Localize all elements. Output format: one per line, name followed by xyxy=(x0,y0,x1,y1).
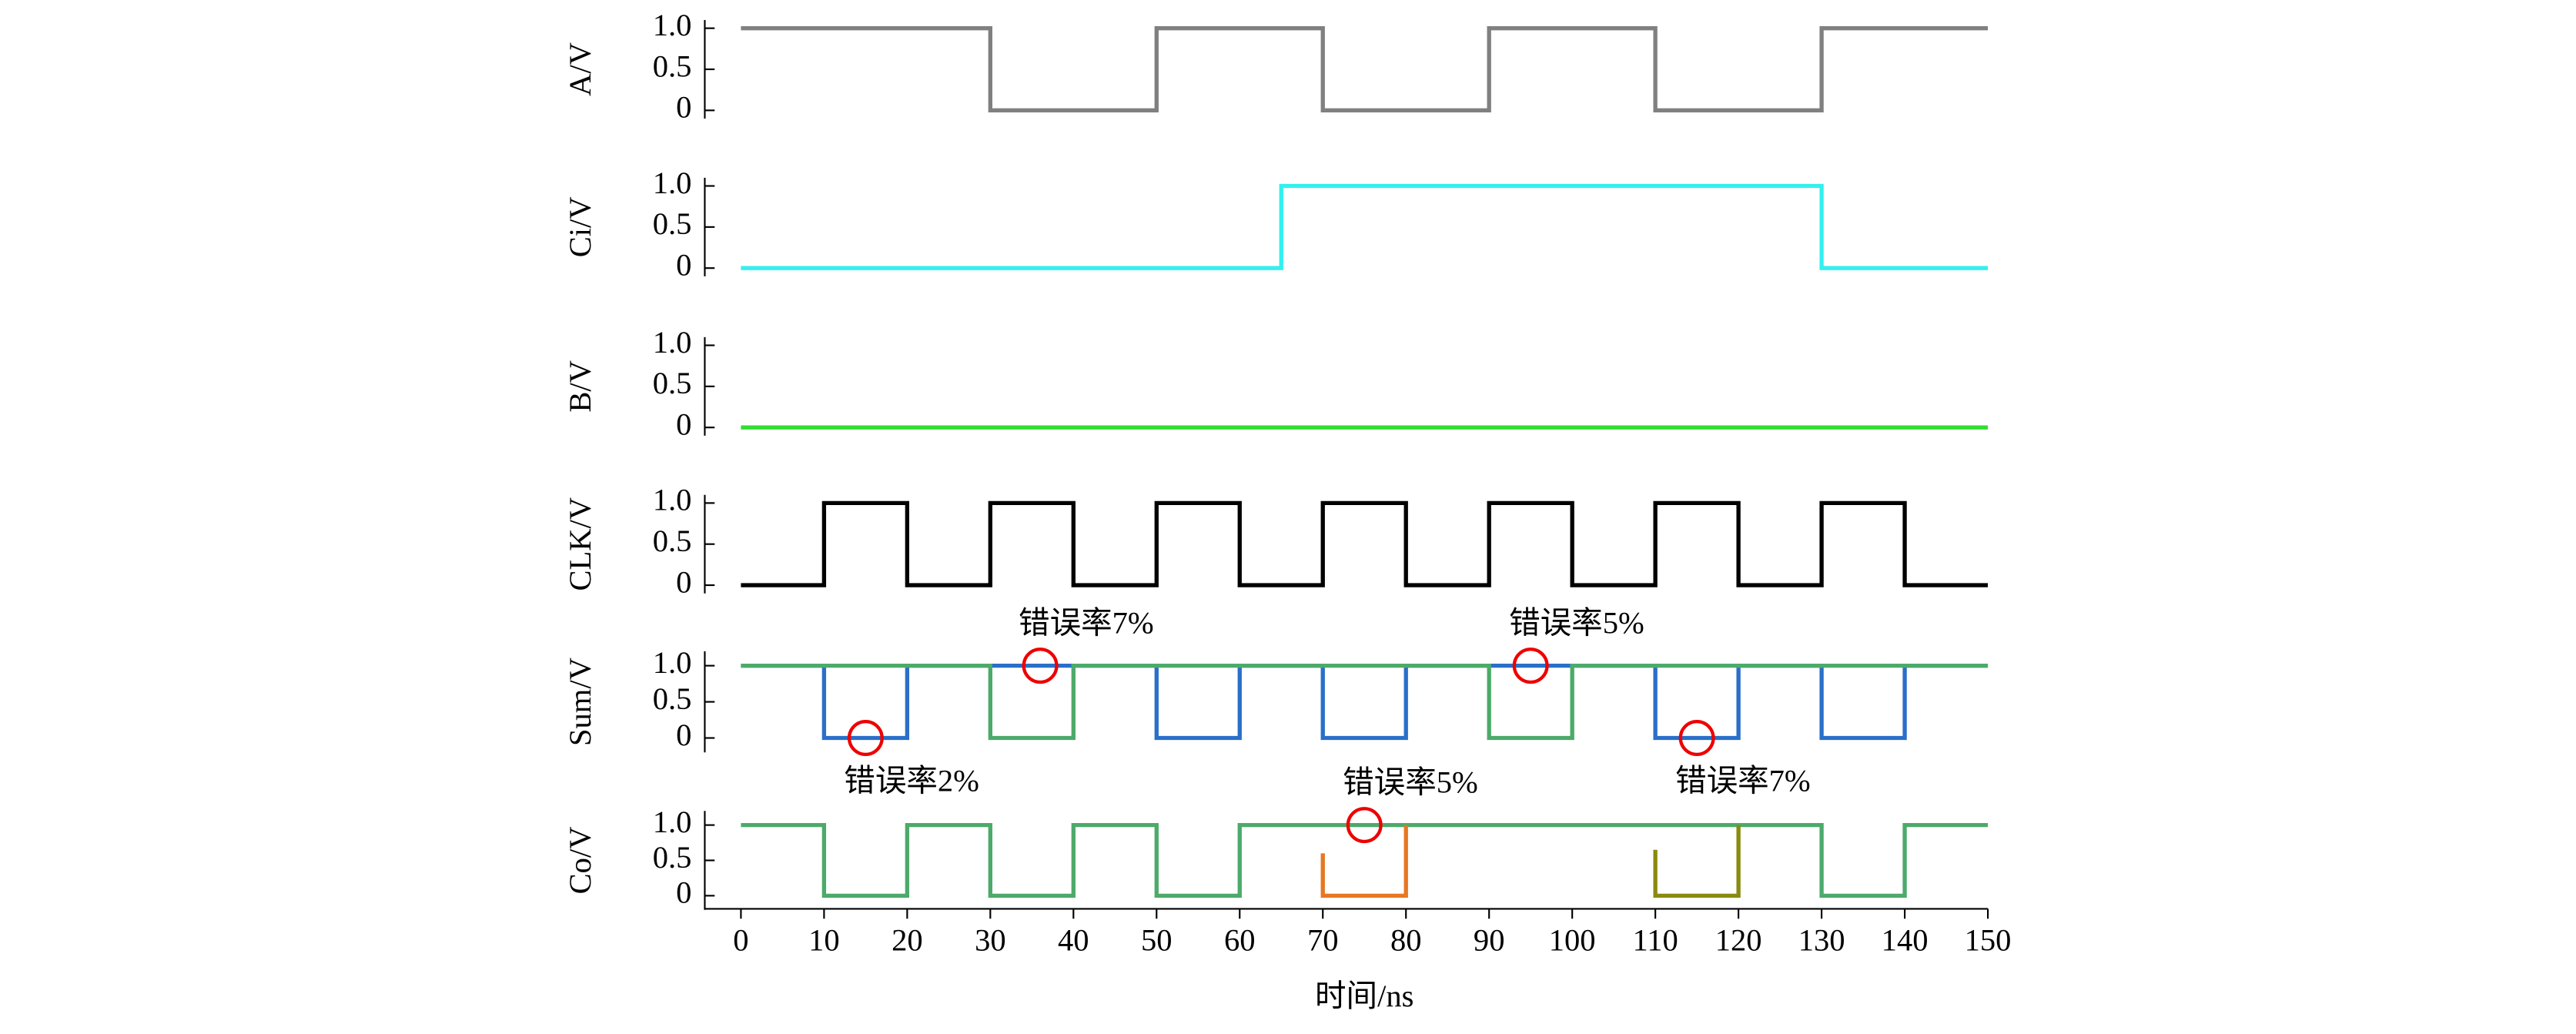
line-series xyxy=(1320,825,1408,898)
y-axis-label: A/V xyxy=(563,42,597,96)
y-tick-label: 0 xyxy=(676,248,691,283)
y-tick-label: 1.0 xyxy=(653,483,692,517)
x-tick-label: 100 xyxy=(1549,923,1596,958)
error-marker xyxy=(1022,648,1059,684)
annotation: 错误率7% xyxy=(1019,606,1154,641)
line-series xyxy=(741,822,1989,898)
annotation: 错误率7% xyxy=(1675,764,1811,798)
y-axis-label: B/V xyxy=(563,360,597,413)
y-tick-label: 0 xyxy=(676,407,691,441)
y-tick-label: 1.0 xyxy=(653,166,692,200)
x-tick-label: 20 xyxy=(892,923,923,958)
y-tick-label: 0 xyxy=(676,875,691,910)
error-marker xyxy=(1512,648,1549,684)
x-tick-label: 140 xyxy=(1882,923,1929,958)
x-tick-label: 0 xyxy=(733,923,748,958)
x-tick-label: 30 xyxy=(975,923,1006,958)
x-tick-label: 90 xyxy=(1474,923,1505,958)
x-tick-label: 150 xyxy=(1965,923,2012,958)
x-tick-label: 110 xyxy=(1632,923,1678,958)
line-series xyxy=(741,500,1989,587)
y-axis-label: CLK/V xyxy=(563,497,597,591)
y-tick-label: 1.0 xyxy=(653,325,692,360)
error-marker xyxy=(1346,807,1383,844)
y-tick-label: 0.5 xyxy=(653,681,692,716)
y-tick-label: 0.5 xyxy=(653,206,692,241)
error-marker xyxy=(847,720,884,756)
y-axis-label: Sum/V xyxy=(563,658,597,746)
annotation: 错误率5% xyxy=(1509,606,1644,641)
x-tick-label: 40 xyxy=(1058,923,1089,958)
y-tick-label: 0.5 xyxy=(653,840,692,875)
y-axis-label: Co/V xyxy=(563,827,597,895)
y-tick-label: 0.5 xyxy=(653,49,692,83)
line-series xyxy=(741,663,1989,741)
x-tick-label: 70 xyxy=(1307,923,1339,958)
x-tick-label: 60 xyxy=(1224,923,1256,958)
y-tick-label: 1.0 xyxy=(653,8,692,42)
y-tick-label: 0 xyxy=(676,564,691,599)
y-tick-label: 1.0 xyxy=(653,805,692,839)
x-tick-label: 50 xyxy=(1141,923,1173,958)
annotation: 错误率5% xyxy=(1343,765,1478,800)
x-tick-label: 10 xyxy=(808,923,840,958)
y-tick-label: 0.5 xyxy=(653,524,692,558)
x-tick-label: 120 xyxy=(1715,923,1762,958)
x-axis-label: 时间/ns xyxy=(1315,979,1413,1013)
y-tick-label: 0.5 xyxy=(653,366,692,400)
line-series xyxy=(741,183,1989,270)
y-tick-label: 1.0 xyxy=(653,645,692,680)
x-tick-label: 130 xyxy=(1798,923,1845,958)
y-tick-label: 0 xyxy=(676,718,691,752)
line-series xyxy=(741,663,1989,741)
y-tick-label: 0 xyxy=(676,90,691,125)
line-series xyxy=(741,25,1989,113)
line-series xyxy=(1653,825,1741,898)
x-tick-label: 80 xyxy=(1390,923,1422,958)
y-axis-label: Ci/V xyxy=(563,196,597,257)
annotation: 错误率2% xyxy=(844,764,979,798)
error-marker xyxy=(1678,720,1715,756)
